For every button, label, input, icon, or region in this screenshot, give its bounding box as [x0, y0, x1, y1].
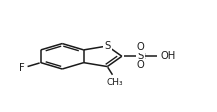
Text: CH₃: CH₃ — [106, 78, 123, 87]
Text: O: O — [137, 60, 145, 70]
Text: OH: OH — [161, 51, 176, 61]
Text: O: O — [137, 42, 145, 52]
Text: F: F — [19, 63, 25, 73]
Text: S: S — [138, 51, 144, 61]
Text: S: S — [104, 41, 110, 51]
